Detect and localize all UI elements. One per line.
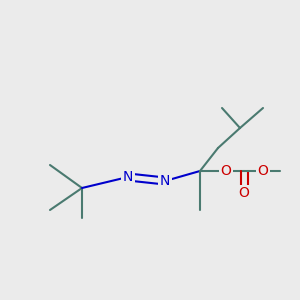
Text: O: O bbox=[258, 164, 268, 178]
Text: O: O bbox=[220, 164, 231, 178]
Text: N: N bbox=[123, 170, 133, 184]
Text: O: O bbox=[238, 186, 249, 200]
Text: N: N bbox=[160, 174, 170, 188]
